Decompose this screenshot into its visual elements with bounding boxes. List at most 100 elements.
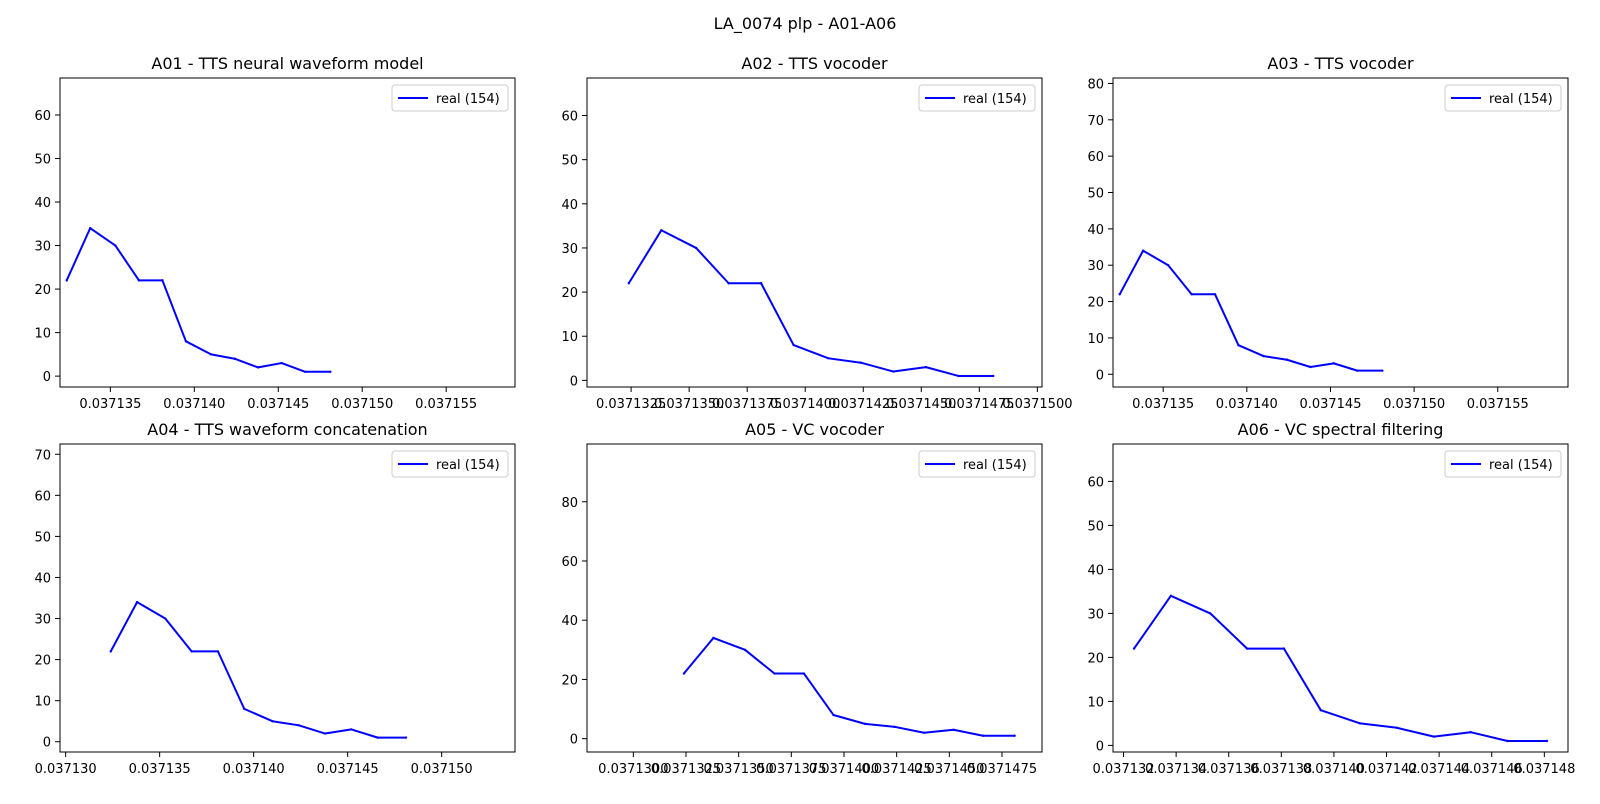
y-tick-label: 40 <box>34 571 51 586</box>
y-tick-label: 20 <box>1087 296 1104 311</box>
y-tick-label: 60 <box>34 489 51 504</box>
y-tick-label: 50 <box>1087 187 1104 202</box>
data-point <box>376 736 379 739</box>
data-point <box>892 370 895 373</box>
data-point <box>1132 647 1136 650</box>
y-tick-label: 0 <box>570 733 578 748</box>
data-point <box>922 731 926 734</box>
y-tick-label: 10 <box>34 327 51 342</box>
data-point <box>65 279 68 282</box>
y-tick-label: 10 <box>34 695 51 710</box>
series-line <box>1118 249 1383 372</box>
subplot-title: A05 - VC vocoder <box>745 420 884 439</box>
subplot-3: A03 - TTS vocoder 0.037135 0.037140 0.03714… <box>1087 54 1569 412</box>
data-point <box>660 229 663 232</box>
data-point <box>209 353 213 356</box>
x-tick-label: 0.0371500 <box>1002 397 1072 412</box>
data-point <box>952 728 955 731</box>
data-point <box>233 357 236 360</box>
x-tick-label: 0.0371375 <box>756 762 826 777</box>
x-tick-label: 0.037135 <box>79 397 141 412</box>
data-point <box>863 722 867 726</box>
legend-box <box>918 450 1036 478</box>
legend: real (154) <box>391 84 509 112</box>
x-tick-label: 0.0371300 <box>598 762 668 777</box>
data-point <box>161 279 164 282</box>
legend-label: real (154) <box>1489 92 1553 107</box>
x-tick-label: 0.037145 <box>1299 397 1361 412</box>
data-point <box>1285 358 1289 361</box>
data-point <box>773 672 776 675</box>
data-point <box>694 246 698 250</box>
y-tick-label: 0 <box>570 374 578 389</box>
data-point <box>1118 293 1121 296</box>
data-point <box>329 370 332 373</box>
data-point <box>712 636 715 640</box>
data-point <box>114 244 117 247</box>
y-tick-label: 0 <box>1096 368 1104 383</box>
y-tick-label: 0 <box>43 370 51 385</box>
legend-label: real (154) <box>963 92 1027 107</box>
legend-box <box>918 84 1036 112</box>
y-tick-label: 20 <box>34 283 51 298</box>
data-point <box>1213 293 1217 296</box>
legend-box <box>1444 450 1562 478</box>
x-tick-label: 0.037144 <box>1408 762 1470 777</box>
data-point <box>957 374 960 378</box>
x-tick-label: 0.037155 <box>1467 397 1529 412</box>
data-point <box>1190 293 1193 296</box>
axes-frame <box>1112 443 1569 753</box>
data-point <box>743 648 747 652</box>
y-tick-label: 30 <box>34 240 51 255</box>
x-tick-label: 0.037150 <box>1383 397 1445 412</box>
x-tick-label: 0.0371350 <box>654 397 724 412</box>
data-point <box>1282 647 1286 650</box>
figure-title: LA_0074 plp - A01-A06 <box>714 14 897 34</box>
axes-frame <box>59 77 516 388</box>
subplot-2: A02 - TTS vocoder0.03713250.03713500.037… <box>561 54 1072 412</box>
subplot-4: A04 - TTS waveform concatenation 0.037130… <box>34 420 516 777</box>
x-tick-label: 0.0371425 <box>828 397 898 412</box>
y-tick-label: 40 <box>1087 223 1104 238</box>
y-tick-label: 60 <box>561 555 578 570</box>
y-tick-label: 50 <box>34 530 51 545</box>
x-tick-label: 0.0371350 <box>704 762 774 777</box>
subplot-1: A01 - TTS neural waveform model 0.037135 0… <box>34 54 516 412</box>
y-tick-label: 20 <box>561 673 578 688</box>
series-line <box>65 227 331 373</box>
data-point <box>1167 264 1170 267</box>
x-tick-label: 0.037150 <box>331 397 393 412</box>
data-point <box>137 279 141 282</box>
x-tick-label: 0.037138 <box>1250 762 1312 777</box>
subplot-title: A02 - TTS vocoder <box>741 54 888 73</box>
data-point <box>802 672 806 675</box>
axes-frame <box>59 443 516 753</box>
x-tick-label: 0.0371400 <box>809 762 879 777</box>
data-point <box>404 736 408 739</box>
series-line <box>1133 594 1547 742</box>
data-point <box>981 734 985 737</box>
data-point <box>1381 369 1384 372</box>
data-point <box>1237 343 1240 347</box>
x-tick-label: 0.0371450 <box>886 397 956 412</box>
y-tick-label: 80 <box>1087 77 1104 92</box>
y-tick-label: 50 <box>34 153 51 168</box>
data-point <box>190 650 193 653</box>
data-point <box>184 340 188 343</box>
series-line <box>683 636 1015 737</box>
y-tick-label: 40 <box>34 196 51 211</box>
y-tick-label: 60 <box>1087 475 1104 490</box>
data-point <box>350 728 353 731</box>
legend-box <box>1444 84 1562 112</box>
axes-frame <box>586 443 1043 753</box>
data-point <box>893 725 896 729</box>
subplot-title: A03 - TTS vocoder <box>1267 54 1414 73</box>
x-tick-label: 0.0371450 <box>914 762 984 777</box>
data-point <box>280 361 283 365</box>
y-tick-label: 20 <box>561 286 578 301</box>
data-point <box>759 282 763 285</box>
data-point <box>1141 249 1145 252</box>
y-tick-label: 70 <box>34 448 51 463</box>
data-point <box>1245 647 1249 650</box>
